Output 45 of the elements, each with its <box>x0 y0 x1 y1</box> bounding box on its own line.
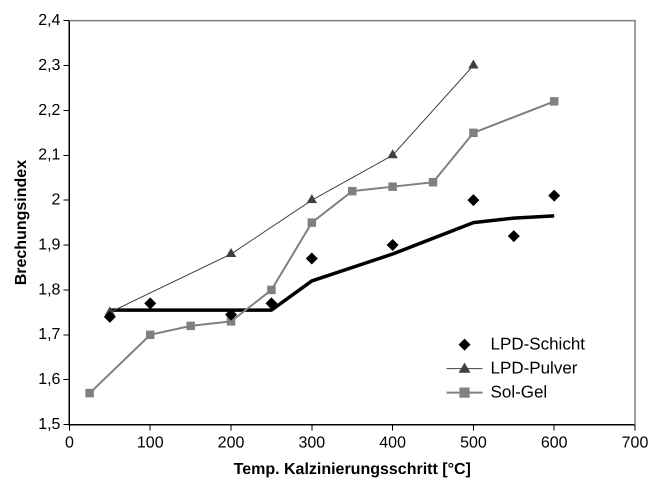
y-tick-label: 1,5 <box>38 416 61 434</box>
point <box>306 194 318 204</box>
point <box>467 194 480 206</box>
legend-label: LPD-Schicht <box>490 334 586 354</box>
point <box>186 322 195 330</box>
point <box>146 330 154 340</box>
point <box>267 286 276 294</box>
point <box>469 128 478 138</box>
x-axis-title: Temp. Kalzinierungsschritt [°C] <box>234 460 471 478</box>
y-tick-label: 2 <box>52 192 61 209</box>
legend-label: Sol-Gel <box>490 382 548 402</box>
point <box>144 297 156 310</box>
legend-label: LPD-Pulver <box>490 358 578 378</box>
point <box>388 182 397 191</box>
point <box>428 178 438 186</box>
point <box>226 248 236 258</box>
x-tick-label: 0 <box>64 434 74 452</box>
x-tick-label: 500 <box>460 434 487 452</box>
y-axis-title: Brechungsindex <box>13 160 30 286</box>
point <box>348 186 356 196</box>
y-tick-label: 1,8 <box>38 281 61 298</box>
x-tick-label: 200 <box>218 434 244 452</box>
point <box>550 97 558 106</box>
point <box>104 310 116 323</box>
x-tick-label: 600 <box>540 434 568 452</box>
y-tick-label: 1,9 <box>38 236 61 254</box>
y-tick-label: 2,4 <box>38 12 61 30</box>
point <box>306 252 318 265</box>
point <box>265 297 278 310</box>
point <box>468 59 479 68</box>
y-tick-label: 2,2 <box>38 102 61 119</box>
y-tick-label: 2,1 <box>38 146 61 164</box>
y-tick-label: 1,6 <box>38 371 61 388</box>
point <box>386 239 399 252</box>
x-tick-label: 100 <box>136 434 164 452</box>
point <box>508 230 520 242</box>
point <box>548 190 560 202</box>
y-tick-label: 2,3 <box>38 56 61 74</box>
x-tick-label: 400 <box>379 434 406 452</box>
x-tick-label: 700 <box>622 434 648 452</box>
x-tick-label: 300 <box>298 434 326 452</box>
point <box>387 149 398 158</box>
point <box>85 388 94 398</box>
point <box>308 218 316 227</box>
y-tick-label: 1,7 <box>38 326 61 344</box>
